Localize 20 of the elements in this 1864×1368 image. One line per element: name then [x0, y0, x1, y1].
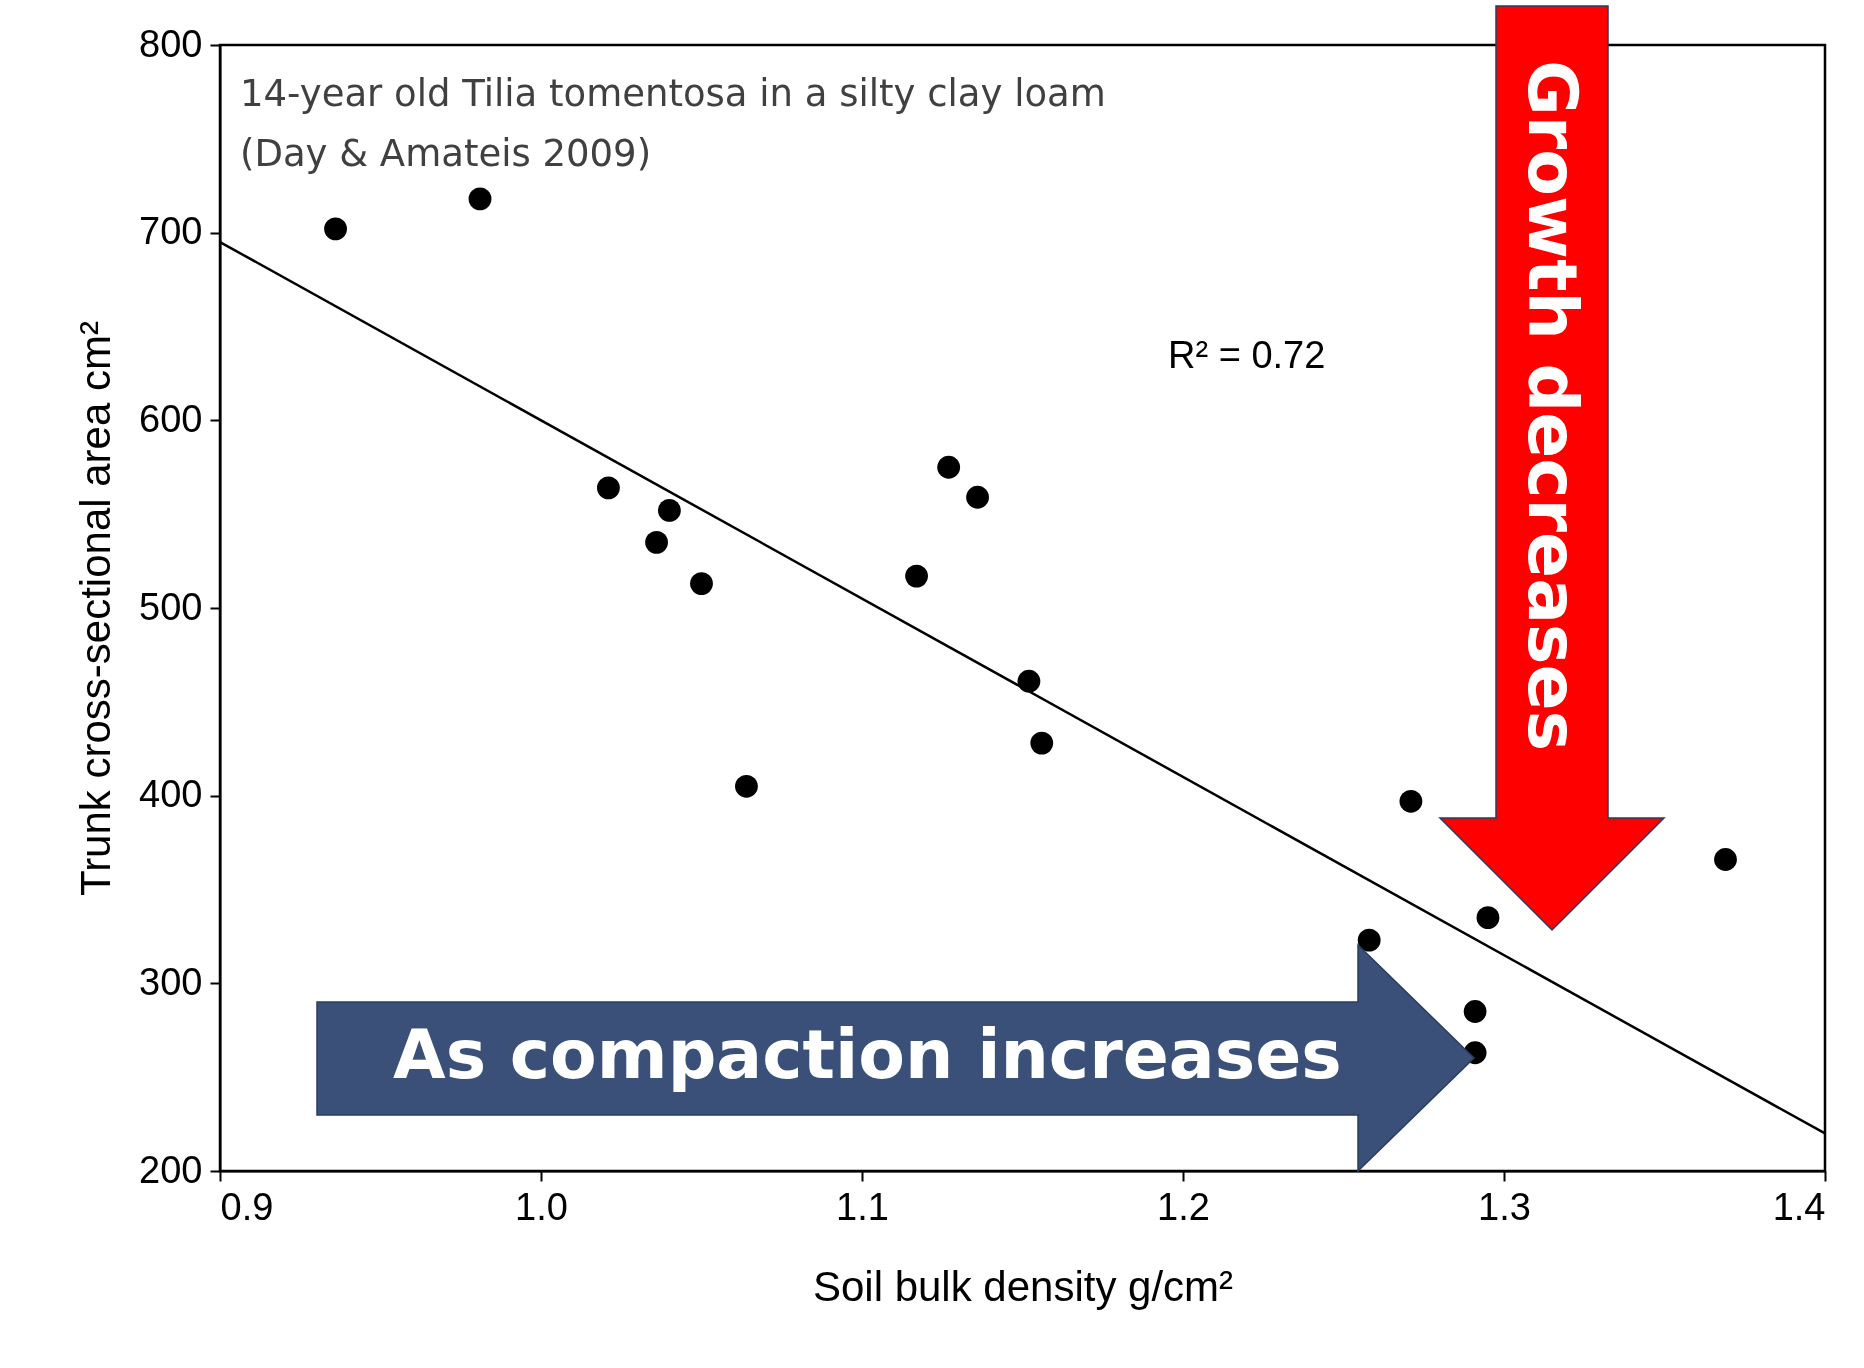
- y-tick-label: 600: [139, 397, 203, 440]
- annotation: R² = 0.72: [1168, 334, 1326, 377]
- x-tick-label: 1.3: [1478, 1185, 1531, 1228]
- annotation: As compaction increases: [393, 1015, 1342, 1094]
- annotation: Growth decreases: [1513, 60, 1592, 752]
- x-tick-label: 1.0: [515, 1185, 568, 1228]
- y-tick-label: 300: [139, 960, 203, 1003]
- y-tick-label: 500: [139, 585, 203, 628]
- annotation: (Day & Amateis 2009): [240, 132, 652, 175]
- x-tick-label: 0.9: [220, 1185, 274, 1228]
- x-tick-label: 1.4: [1772, 1185, 1826, 1228]
- y-tick-label: 400: [139, 773, 203, 816]
- y-tick-label: 800: [139, 22, 203, 65]
- annotation: 14-year old Tilia tomentosa in a silty clay loam: [240, 72, 1106, 115]
- y-axis-title: Trunk cross-sectional area cm²: [72, 321, 120, 896]
- y-tick-label: 200: [139, 1148, 203, 1191]
- x-axis-title: Soil bulk density g/cm²: [812, 1262, 1234, 1310]
- x-tick-label: 1.1: [836, 1185, 889, 1228]
- y-tick-label: 700: [139, 210, 203, 253]
- x-tick-label: 1.2: [1157, 1185, 1210, 1228]
